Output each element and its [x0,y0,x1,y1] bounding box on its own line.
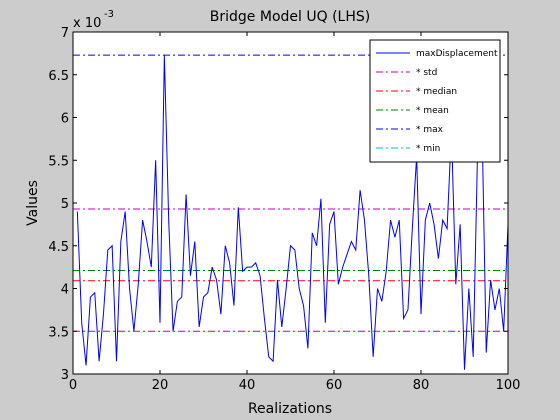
y-tick-label: 7 [61,26,69,41]
legend-label-1: * std [416,68,437,78]
x-tick-label: 0 [69,378,77,393]
legend: maxDisplacement * std * median * mean * max *… [369,39,501,163]
legend-label-4: * max [416,125,444,135]
x-axis: 0 20 40 60 80 100 [69,32,521,393]
x-tick-label: 60 [326,378,343,393]
legend-label-5: * min [416,144,440,154]
y-tick-label: 6.5 [48,69,69,84]
y-scale-exponent: -3 [104,9,114,20]
x-tick-label: 100 [496,378,521,393]
legend-label-0: maxDisplacement [416,49,498,59]
y-tick-label: 5.5 [48,154,69,169]
legend-box [369,39,501,163]
y-tick-label: 5 [61,197,69,212]
y-tick-label: 4.5 [48,240,69,255]
y-tick-label: 3.5 [48,325,69,340]
y-tick-label: 4 [61,283,69,298]
x-tick-label: 40 [239,378,256,393]
legend-label-3: * mean [416,106,449,116]
x-tick-label: 20 [152,378,169,393]
y-tick-label: 6 [61,112,69,127]
legend-label-2: * median [416,87,457,97]
y-scale-multiplier: x 10 [73,16,101,31]
data-series [76,55,509,370]
y-tick-label: 3 [61,368,69,383]
y-axis-label: Values [25,180,41,226]
x-axis-label: Realizations [248,401,332,417]
x-tick-label: 80 [413,378,430,393]
y-axis: 3 3.5 4 4.5 5 5.5 6 6.5 7 [48,26,508,383]
series-line-0 [76,55,509,370]
chart-title: Bridge Model UQ (LHS) [210,9,370,25]
